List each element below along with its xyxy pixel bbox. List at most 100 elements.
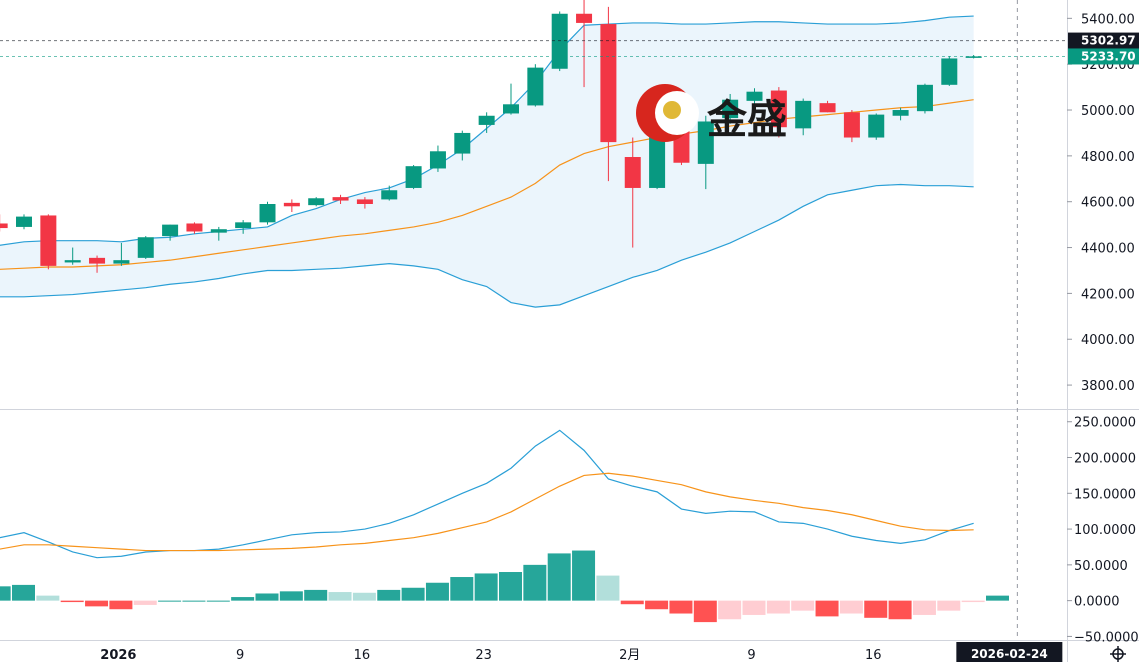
price-axis-label: 5000.00 [1081,104,1135,119]
candle [332,194,349,204]
macd-axis-label: 200.0000 [1074,452,1136,467]
candle [868,113,885,140]
macd-histogram-bar [791,600,815,611]
candle [454,130,471,161]
candle [916,83,933,114]
candle-body [186,223,203,232]
macd-histogram-bar [620,600,644,605]
watermark-logo: 金盛 [636,84,787,143]
price-axis-label: 4000.00 [1081,333,1135,348]
candle-body [551,13,568,69]
candle-body [89,257,106,264]
candle [16,214,32,230]
candle [64,247,81,265]
macd-histogram-bar [352,592,376,601]
candle [259,201,276,225]
macd-histogram-bar [279,591,303,601]
candle [843,110,860,143]
candle [600,6,617,182]
price-axis-label: 3800.00 [1081,379,1135,394]
macd-histogram-bar [474,573,498,601]
macd-histogram-bar [937,600,961,611]
candle-body [819,103,836,113]
macd-histogram-bar [450,577,474,601]
time-axis-label: 2026 [100,648,136,662]
macd-histogram-bar [864,600,888,618]
price-axis-label: 4400.00 [1081,242,1135,257]
time-axis-label: 23 [475,648,492,662]
candle [503,83,519,115]
candle-body [16,216,32,227]
price-pane[interactable] [0,0,1067,308]
price-tag-label-1: 5233.70 [1081,49,1136,63]
candle [283,199,300,213]
candle-body [137,237,154,258]
candle-body [576,13,593,23]
candle-body [697,121,714,164]
price-tag-0 [1068,32,1139,49]
macd-histogram-bar [60,600,84,603]
candle-body [356,199,373,204]
macd-axis-label: 50.0000 [1074,559,1128,574]
candle-body [40,215,57,266]
candle-body [259,204,276,223]
macd-pane[interactable] [0,429,1009,623]
candle-body [503,104,519,114]
macd-histogram-bar [888,600,912,620]
candle-body [795,100,812,129]
macd-histogram-bar [401,587,425,601]
macd-histogram-bar [669,600,693,614]
candle [381,185,398,201]
macd-histogram-bar [912,600,936,615]
macd-histogram-bar [815,600,839,617]
candle-body [308,198,325,206]
macd-histogram-bar [182,600,206,602]
watermark-logo-coin-icon [663,101,681,119]
candle-body [478,115,495,125]
candle [308,197,325,207]
candle-body [746,91,763,101]
candle [478,112,495,133]
macd-axis-label: 150.0000 [1074,487,1136,502]
candle-body [405,166,422,188]
settings-gear-icon[interactable] [1110,646,1126,662]
candle [0,214,8,232]
candle-body [600,24,617,143]
macd-histogram-bar [499,572,522,601]
candle-body [210,229,227,233]
macd-histogram-bar [986,595,1009,601]
price-axis-label: 5400.00 [1081,12,1135,27]
price-tag-label-0: 5302.97 [1081,34,1136,48]
crosshair-date-label: 2026-02-24 [971,647,1048,661]
macd-histogram-bar [109,600,133,610]
macd-histogram-bar [304,589,328,601]
macd-histogram-bar [645,600,669,610]
candle-body [965,56,982,58]
bollinger-basis-line [0,99,974,270]
candle [624,137,641,248]
macd-histogram-bar [328,592,352,601]
candle-body [332,197,349,201]
candle [892,107,909,121]
candle [186,222,203,234]
macd-histogram-bar [0,586,11,601]
time-axis-label: 16 [354,648,371,662]
macd-histogram-bar [523,564,547,601]
macd-axis-label: 0.0000 [1074,595,1120,610]
macd-histogram-bar [961,600,985,603]
candle [795,98,812,136]
candle [210,226,227,241]
macd-axis-label: −50.0000 [1074,630,1139,645]
candle [40,214,57,270]
candle [722,93,739,124]
candle-body [454,132,471,154]
macd-histogram-bar [693,600,717,623]
time-axis-label: 2月 [619,648,640,662]
candle [576,0,593,88]
candle [941,56,958,86]
watermark-text: 金盛 [706,97,787,143]
candle-body [916,84,933,112]
candle-body [381,190,398,200]
candle-body [64,260,81,263]
candle-body [527,67,544,106]
